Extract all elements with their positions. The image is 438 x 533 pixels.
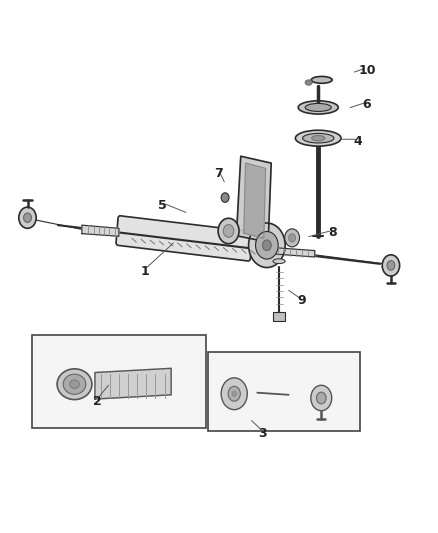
Ellipse shape [298, 101, 338, 114]
Circle shape [285, 229, 300, 247]
Circle shape [221, 378, 247, 410]
Text: 3: 3 [258, 427, 267, 440]
Text: 5: 5 [158, 199, 167, 212]
Circle shape [382, 255, 399, 276]
Text: 1: 1 [141, 265, 149, 278]
Polygon shape [271, 247, 315, 257]
Text: 4: 4 [354, 135, 363, 148]
Ellipse shape [303, 133, 334, 143]
Circle shape [249, 223, 285, 268]
Circle shape [289, 233, 296, 242]
Ellipse shape [312, 135, 325, 141]
Circle shape [232, 391, 237, 397]
Ellipse shape [63, 374, 86, 394]
Circle shape [262, 240, 271, 251]
Circle shape [228, 386, 240, 401]
Circle shape [317, 392, 326, 404]
Circle shape [387, 261, 395, 270]
Bar [208, 352, 360, 431]
Circle shape [223, 224, 234, 237]
Circle shape [24, 213, 32, 222]
Text: 8: 8 [328, 225, 336, 239]
Text: 9: 9 [297, 294, 306, 308]
Ellipse shape [57, 369, 92, 400]
Circle shape [218, 218, 239, 244]
Text: 6: 6 [363, 98, 371, 111]
Circle shape [19, 207, 36, 228]
Text: 7: 7 [215, 167, 223, 180]
Bar [32, 335, 206, 428]
Circle shape [221, 193, 229, 203]
Text: 10: 10 [358, 64, 376, 77]
Ellipse shape [305, 80, 312, 85]
FancyBboxPatch shape [116, 216, 252, 261]
Circle shape [311, 385, 332, 411]
Ellipse shape [311, 76, 332, 83]
Polygon shape [244, 163, 265, 238]
Polygon shape [237, 156, 271, 242]
Circle shape [255, 231, 278, 259]
Ellipse shape [273, 259, 285, 264]
Ellipse shape [295, 130, 341, 146]
Bar [273, 312, 285, 321]
Polygon shape [82, 225, 119, 236]
Text: 2: 2 [93, 395, 102, 408]
Polygon shape [95, 368, 171, 399]
Ellipse shape [305, 103, 331, 111]
Ellipse shape [70, 380, 79, 389]
